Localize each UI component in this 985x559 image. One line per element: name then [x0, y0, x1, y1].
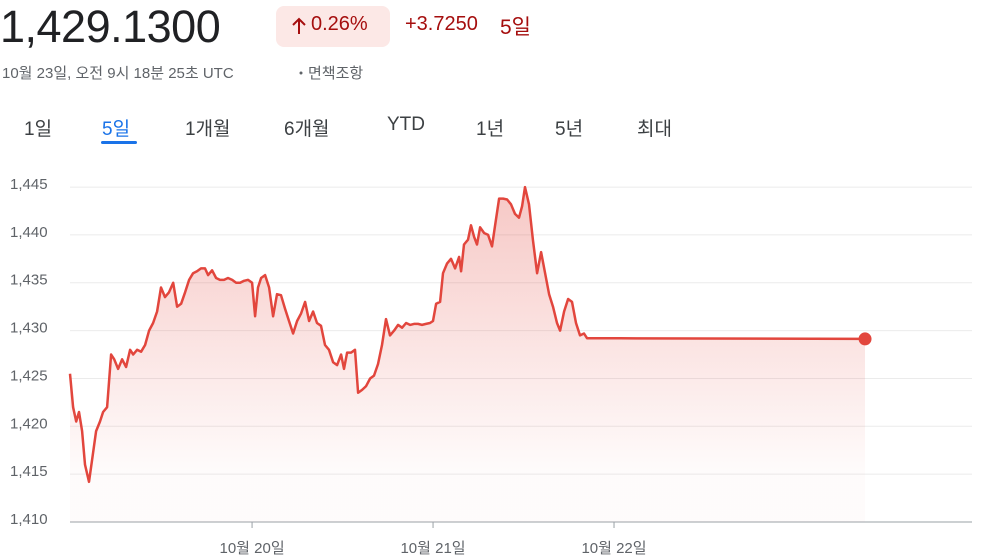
y-tick-label: 1,415 — [10, 463, 48, 480]
range-tab[interactable]: 5일 — [102, 119, 131, 140]
range-tab[interactable]: 6개월 — [284, 119, 330, 140]
area — [70, 187, 865, 522]
price: 1,429.1300 — [0, 1, 221, 52]
y-tick-label: 1,410 — [10, 511, 48, 528]
range-tab[interactable]: 1개월 — [185, 119, 231, 140]
disclaimer-link[interactable]: 면책조항 — [308, 65, 364, 82]
selected-tab-indicator — [101, 141, 137, 144]
range-tab[interactable]: 1일 — [24, 119, 53, 140]
separator-dot — [299, 71, 303, 75]
change-value: +3.7250 — [405, 13, 478, 35]
y-tick-label: 1,430 — [10, 320, 48, 337]
range-tab[interactable]: 최대 — [637, 119, 672, 140]
y-tick-label: 1,445 — [10, 176, 48, 193]
up-arrow-icon — [292, 17, 306, 34]
change-period: 5일 — [500, 16, 531, 39]
y-tick-label: 1,425 — [10, 367, 48, 384]
y-tick-label: 1,420 — [10, 415, 48, 432]
range-tab[interactable]: 1년 — [476, 119, 505, 140]
x-tick-label: 10월 21일 — [400, 540, 465, 557]
x-tick-label: 10월 22일 — [581, 540, 646, 557]
y-tick-label: 1,435 — [10, 272, 48, 289]
change-percent: 0.26% — [311, 13, 368, 35]
change-badge — [276, 6, 390, 47]
price-line — [68, 185, 866, 484]
range-tab[interactable]: YTD — [387, 114, 425, 135]
range-tab[interactable]: 5년 — [555, 119, 584, 140]
timestamp: 10월 23일, 오전 9시 18분 25초 UTC — [2, 65, 234, 82]
y-tick-label: 1,440 — [10, 224, 48, 241]
x-tick-label: 10월 20일 — [219, 540, 284, 557]
last-point — [858, 332, 872, 346]
